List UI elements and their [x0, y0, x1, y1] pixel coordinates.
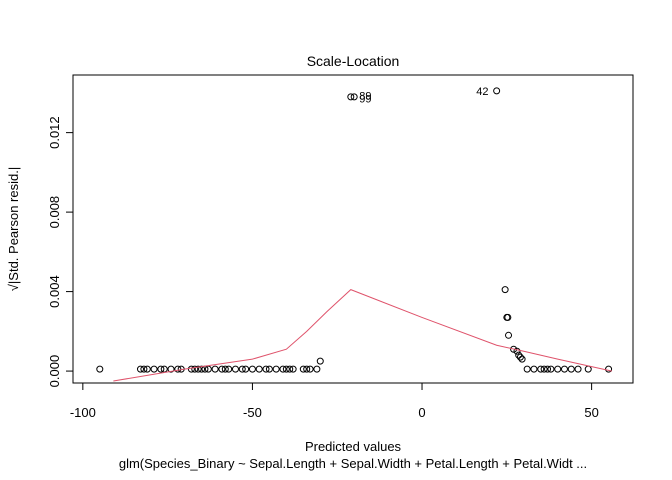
point: [143, 365, 151, 373]
point: [282, 365, 290, 373]
point: [150, 365, 158, 373]
point: [248, 365, 256, 373]
plot-frame: [72, 74, 634, 384]
point: [313, 365, 321, 373]
point: [505, 331, 513, 339]
x-tick-label: 0: [418, 405, 425, 420]
smoother-line: [113, 289, 613, 382]
point: [584, 365, 592, 373]
point: [198, 365, 206, 373]
point: [136, 365, 144, 373]
point: [191, 365, 199, 373]
point: [289, 365, 297, 373]
x-tick-label: -50: [243, 405, 262, 420]
point: [303, 365, 311, 373]
point: [504, 313, 512, 321]
point: [286, 365, 294, 373]
point: [540, 365, 548, 373]
point: [350, 93, 358, 101]
point: [515, 351, 523, 359]
point: [221, 365, 229, 373]
chart-title: Scale-Location: [307, 53, 400, 69]
point: [530, 365, 538, 373]
point: [157, 365, 165, 373]
point: [242, 365, 250, 373]
y-tick-label: 0.012: [47, 116, 62, 149]
point: [96, 365, 104, 373]
point: [187, 365, 195, 373]
point: [316, 357, 324, 365]
point-label: 89: [359, 90, 371, 102]
point: [255, 365, 263, 373]
point: [537, 365, 545, 373]
point: [560, 365, 568, 373]
point: [523, 365, 531, 373]
point: [225, 365, 233, 373]
point: [279, 365, 287, 373]
point: [544, 365, 552, 373]
y-tick-label: 0.004: [47, 275, 62, 308]
point: [231, 365, 239, 373]
y-tick-label: 0.000: [47, 355, 62, 388]
x-tick-label: 50: [584, 405, 598, 420]
x-axis-title: Predicted values: [305, 439, 402, 454]
point: [501, 286, 509, 294]
point: [547, 365, 555, 373]
point: [262, 365, 270, 373]
point: [516, 353, 524, 361]
point-label: 42: [476, 86, 488, 98]
point: [574, 365, 582, 373]
point: [211, 365, 219, 373]
point: [493, 87, 501, 95]
point: [194, 365, 202, 373]
point: [605, 365, 613, 373]
subtitle: glm(Species_Binary ~ Sepal.Length + Sepa…: [119, 456, 587, 471]
point: [265, 365, 273, 373]
y-tick-label: 0.008: [47, 196, 62, 229]
point: [554, 365, 562, 373]
point: [238, 365, 246, 373]
point: [174, 365, 182, 373]
point: [518, 355, 526, 363]
point: [272, 365, 280, 373]
point-label: 99: [359, 93, 371, 105]
x-tick-label: -100: [70, 405, 96, 420]
point: [167, 365, 175, 373]
point: [140, 365, 148, 373]
point: [218, 365, 226, 373]
y-axis-title: √|Std. Pearson resid.|: [6, 167, 21, 291]
point: [513, 347, 521, 355]
point: [299, 365, 307, 373]
point: [567, 365, 575, 373]
point: [347, 93, 355, 101]
point: [306, 365, 314, 373]
